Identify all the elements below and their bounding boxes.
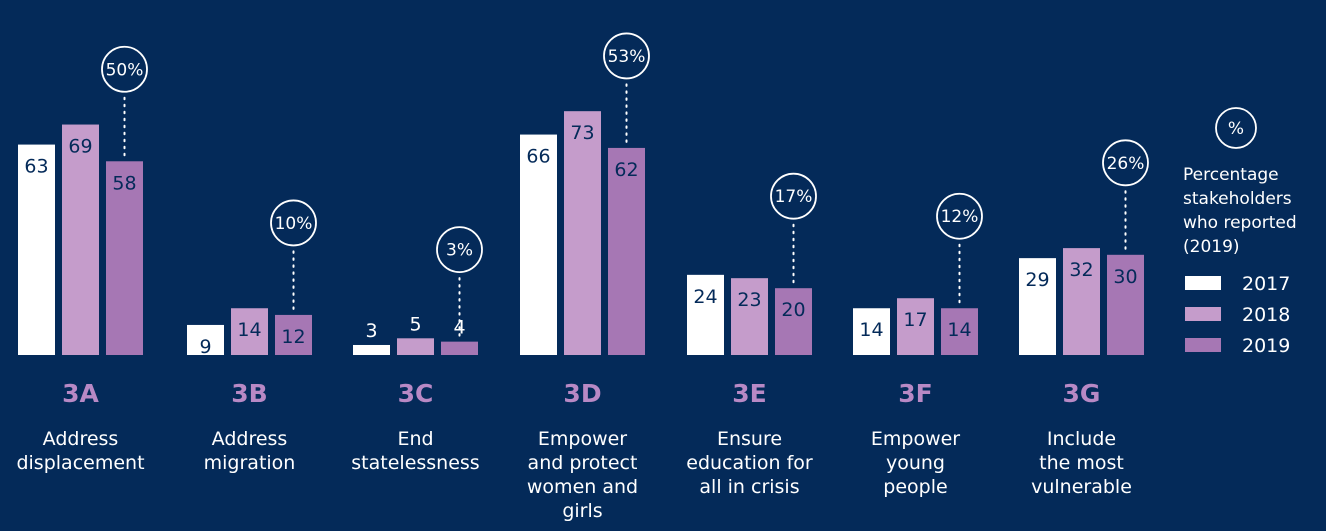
bar-3C-2017 [353, 344, 390, 355]
bar-3A-2019 [106, 161, 143, 355]
value-label-3A-2017: 63 [24, 156, 48, 178]
value-label-3G-2019: 30 [1113, 266, 1137, 288]
category-description-3F-line-1: Empower [871, 428, 960, 450]
legend-label-2019: 2019 [1242, 335, 1290, 357]
category-description-3G-line-2: the most [1039, 452, 1124, 474]
category-description-3C-line-2: statelessness [351, 452, 479, 474]
bar-3F-2017 [853, 308, 890, 355]
percent-label-3B: 10% [275, 214, 313, 234]
legend-note-line-2: stakeholders [1183, 189, 1292, 209]
value-label-3B-2018: 14 [237, 319, 261, 341]
percent-label-3D: 53% [608, 47, 646, 67]
bar-3D-2019 [608, 147, 645, 355]
category-code-3E: 3E [732, 379, 766, 408]
category-description-3G-line-1: Include [1047, 428, 1116, 450]
value-label-3D-2019: 62 [614, 159, 638, 181]
legend-percent-symbol: % [1228, 119, 1244, 139]
category-description-3G-line-3: vulnerable [1031, 476, 1132, 498]
value-label-3F-2018: 17 [903, 309, 927, 331]
percent-label-3E: 17% [775, 187, 813, 207]
category-description-3D-line-2: and protect [528, 452, 638, 474]
legend-swatch-2019 [1185, 338, 1221, 352]
value-label-3C-2017: 3 [365, 320, 377, 342]
legend-percent-circle [1215, 107, 1257, 149]
percent-circle-3A [101, 45, 148, 93]
value-label-3G-2017: 29 [1025, 269, 1049, 291]
bar-3D-2017 [520, 134, 557, 355]
value-label-3E-2017: 24 [693, 286, 717, 308]
bar-3E-2018 [731, 278, 768, 355]
category-code-3B: 3B [231, 379, 267, 408]
percent-label-3F: 12% [941, 207, 979, 227]
category-description-3E-line-2: education for [686, 452, 813, 474]
percent-circle-3C [436, 226, 483, 274]
value-label-3E-2018: 23 [737, 289, 761, 311]
value-label-3D-2017: 66 [526, 146, 550, 168]
category-description-3D-line-3: women and [527, 476, 638, 498]
bar-3A-2017 [18, 144, 55, 355]
bar-3D-2018 [564, 111, 601, 356]
percent-circle-3F [936, 192, 983, 240]
category-description-3B-line-2: migration [204, 452, 296, 474]
legend-label-2018: 2018 [1242, 304, 1290, 326]
category-description-3A-line-1: Address [43, 428, 119, 450]
category-description-3E-line-3: all in crisis [699, 476, 799, 498]
category-code-3C: 3C [398, 379, 434, 408]
bar-3E-2019 [775, 288, 812, 355]
value-label-3F-2019: 14 [947, 319, 971, 341]
value-label-3B-2017: 9 [199, 336, 211, 358]
bar-3C-2018 [397, 338, 434, 355]
value-label-3C-2018: 5 [409, 313, 421, 335]
category-description-3B-line-1: Address [212, 428, 288, 450]
bar-3F-2019 [941, 308, 978, 355]
category-description-3F-line-2: young [886, 452, 945, 474]
value-label-3A-2018: 69 [68, 136, 92, 158]
legend-label-2017: 2017 [1242, 273, 1290, 295]
category-description-3C-line-1: End [397, 428, 433, 450]
category-description-3A-line-2: displacement [16, 452, 144, 474]
percent-circle-3B [270, 199, 317, 247]
bar-3C-2019 [441, 341, 478, 355]
legend-note-line-4: (2019) [1183, 237, 1240, 257]
legend-note-line-1: Percentage [1183, 165, 1279, 185]
category-code-3A: 3A [62, 379, 99, 408]
bar-3B-2018 [231, 308, 268, 355]
category-description-3D-line-1: Empower [538, 428, 627, 450]
value-label-3B-2019: 12 [281, 326, 305, 348]
bar-3F-2018 [897, 298, 934, 355]
bar-3B-2017 [187, 324, 224, 355]
value-label-3G-2018: 32 [1069, 259, 1093, 281]
legend-note-line-3: who reported [1183, 213, 1297, 233]
percent-label-3G: 26% [1107, 154, 1145, 174]
value-label-3A-2019: 58 [112, 172, 136, 194]
category-code-3D: 3D [563, 379, 601, 408]
bar-3G-2018 [1063, 248, 1100, 355]
percent-label-3C: 3% [446, 241, 473, 261]
category-description-3D-line-4: girls [562, 500, 602, 522]
bar-3G-2019 [1107, 254, 1144, 355]
percent-label-3A: 50% [106, 60, 144, 80]
category-code-3F: 3F [898, 379, 932, 408]
bar-3G-2017 [1019, 258, 1056, 355]
value-label-3F-2017: 14 [859, 319, 883, 341]
bar-3B-2019 [275, 314, 312, 355]
category-description-3E-line-1: Ensure [717, 428, 782, 450]
percent-circle-3E [770, 172, 817, 220]
value-label-3E-2019: 20 [781, 299, 805, 321]
legend-swatch-2017 [1185, 276, 1221, 290]
percent-circle-3G [1102, 139, 1149, 187]
bar-3E-2017 [687, 274, 724, 355]
category-description-3F-line-3: people [883, 476, 947, 498]
value-label-3D-2018: 73 [570, 122, 594, 144]
bar-3A-2018 [62, 124, 99, 355]
percent-circle-3D [603, 32, 650, 80]
legend-swatch-2018 [1185, 307, 1221, 321]
category-code-3G: 3G [1063, 379, 1101, 408]
